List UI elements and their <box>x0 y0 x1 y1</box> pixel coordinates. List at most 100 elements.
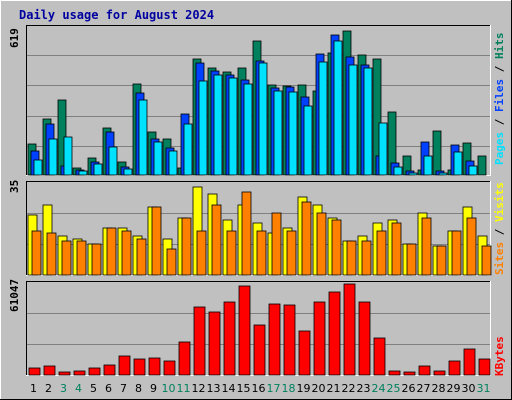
pages-bar <box>138 99 148 176</box>
series-label-part: Pages <box>493 132 506 165</box>
day-label: 24 <box>372 382 386 395</box>
pages-bar <box>303 105 313 176</box>
day-label: 25 <box>387 382 401 395</box>
series-label-part: Hits <box>493 33 506 60</box>
kbytes-bar <box>43 365 56 376</box>
kbytes-bar <box>148 357 161 376</box>
bottom-series-label: KBytes <box>493 336 506 376</box>
pages-bar <box>63 136 73 176</box>
bars <box>27 30 492 376</box>
sites-bar <box>61 240 72 276</box>
sites-bar <box>481 245 492 276</box>
series-label-part: Files <box>493 79 506 112</box>
pages-bar <box>438 172 448 176</box>
day-label: 1 <box>30 382 37 395</box>
pages-bar <box>228 77 238 176</box>
pages-bar <box>408 172 418 176</box>
series-label-part: Sites <box>493 242 506 275</box>
kbytes-bar <box>298 330 311 376</box>
kbytes-bar <box>133 358 146 376</box>
kbytes-bar <box>73 370 86 376</box>
day-label: 10 <box>162 382 176 395</box>
kbytes-bar <box>118 355 131 376</box>
day-labels: 1 2 3 4 5 6 7 8 9 10 11 12 13 14 15 16 17 18 19 20 21 22 23 24 2… <box>30 382 491 395</box>
kbytes-bar <box>403 371 416 376</box>
sites-bar <box>256 230 267 276</box>
pages-bar <box>378 122 388 176</box>
day-label: 9 <box>150 382 157 395</box>
pages-bar <box>423 155 433 176</box>
pages-bar <box>123 168 133 176</box>
kbytes-bar <box>433 370 446 376</box>
sites-bar <box>421 217 432 276</box>
day-label: 13 <box>207 382 221 395</box>
day-label: 17 <box>267 382 281 395</box>
pages-bar <box>333 40 343 176</box>
day-label: 23 <box>357 382 371 395</box>
kbytes-bar <box>283 304 296 376</box>
series-label-part: / <box>493 222 506 242</box>
pages-bar <box>108 146 118 176</box>
sites-bar <box>361 240 372 276</box>
day-label: 3 <box>60 382 67 395</box>
kbytes-bar <box>463 348 476 376</box>
day-label: 16 <box>252 382 266 395</box>
kbytes-bar <box>88 367 101 376</box>
pages-bar <box>183 123 193 176</box>
hits-bar <box>477 155 487 176</box>
sites-bar <box>301 201 312 276</box>
sites-bar <box>76 240 87 276</box>
kbytes-bar <box>223 301 236 376</box>
series-label-part: / <box>493 112 506 132</box>
day-label: 2 <box>45 382 52 395</box>
pages-bar <box>48 138 58 176</box>
kbytes-bar <box>238 285 251 376</box>
pages-bar <box>33 159 43 176</box>
kbytes-bar <box>208 311 221 376</box>
kbytes-bar <box>478 358 491 376</box>
kbytes-bar <box>268 303 281 376</box>
sites-bar <box>121 230 132 276</box>
pages-bar <box>288 91 298 176</box>
day-label: 31 <box>477 382 491 395</box>
pages-bar <box>453 151 463 176</box>
day-label: 15 <box>237 382 251 395</box>
pages-bar <box>258 62 268 176</box>
sites-bar <box>316 212 327 276</box>
sites-bar <box>211 204 222 276</box>
sites-bar <box>376 230 387 276</box>
sites-bar <box>31 230 42 276</box>
sites-bar <box>286 230 297 276</box>
kbytes-bar <box>193 306 206 376</box>
sites-bar <box>331 219 342 276</box>
kbytes-bar <box>358 301 371 376</box>
pages-bar <box>213 74 223 176</box>
sites-bar <box>406 243 417 276</box>
pages-bar <box>78 170 88 176</box>
kbytes-bar <box>343 283 356 376</box>
hits-bar <box>432 130 442 176</box>
sites-bar <box>226 230 237 276</box>
bottom-max-label: 61047 <box>8 279 21 312</box>
kbytes-bar <box>28 367 41 376</box>
pages-bar <box>243 83 253 176</box>
day-label: 29 <box>447 382 461 395</box>
pages-bar <box>393 166 403 176</box>
pages-bar <box>363 67 373 176</box>
day-label: 7 <box>120 382 127 395</box>
sites-bar <box>391 222 402 276</box>
sites-bar <box>166 248 177 276</box>
kbytes-bar <box>448 360 461 376</box>
top-series-label: Pages / Files / Hits <box>493 33 506 166</box>
kbytes-bar <box>178 341 191 376</box>
sites-bar <box>196 230 207 276</box>
day-label: 12 <box>192 382 206 395</box>
kbytes-bar <box>418 365 431 376</box>
middle-series-label: Sites / Visits <box>493 182 506 275</box>
day-label: 19 <box>297 382 311 395</box>
series-label-part: / <box>493 59 506 79</box>
pages-bar <box>348 64 358 176</box>
day-label: 27 <box>417 382 431 395</box>
day-label: 8 <box>135 382 142 395</box>
sites-bar <box>91 243 102 276</box>
